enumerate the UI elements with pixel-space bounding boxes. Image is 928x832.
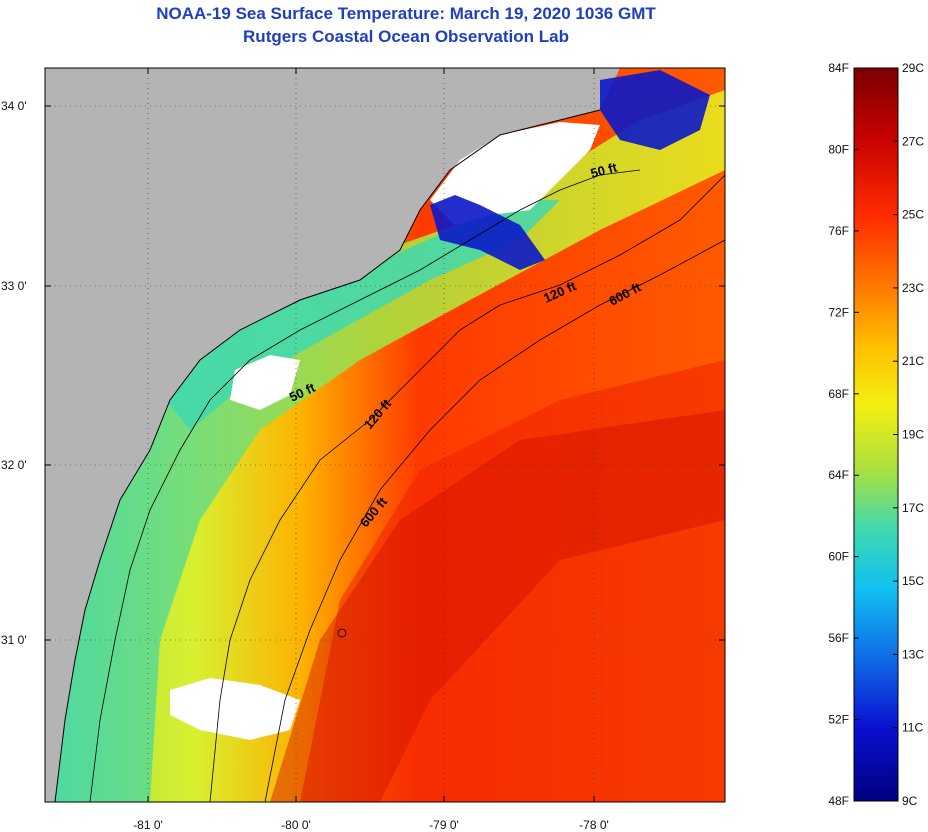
lon-label-81: -81 0'	[133, 818, 163, 832]
fahrenheit-labels: 84F 80F 76F 72F 68F 64F 60F 56F 52F 48F	[828, 61, 859, 808]
colorbar-c-label: 15C	[902, 574, 924, 588]
celsius-labels: 29C 27C 25C 23C 21C 19C 17C 15C 13C 11C 9C	[893, 61, 924, 808]
cold-water-patch-north	[430, 195, 545, 270]
colorbar-f-label: 64F	[828, 468, 849, 482]
colorbar-c-label: 25C	[902, 208, 924, 222]
colorbar-f-label: 72F	[828, 305, 849, 319]
colorbar-c-label: 29C	[902, 61, 924, 75]
land-mass	[45, 68, 620, 802]
coastline	[54, 109, 601, 802]
colorbar-f-label: 52F	[828, 713, 849, 727]
lon-label-80: -80 0'	[281, 818, 311, 832]
graticule	[45, 68, 725, 802]
map-frame	[44, 67, 726, 803]
temperature-colorbar: 84F 80F 76F 72F 68F 64F 60F 56F 52F 48F 29C 27C 25C…	[828, 61, 924, 808]
colorbar-f-label: 60F	[828, 550, 849, 564]
map-ticks	[45, 68, 725, 802]
colorbar-gradient	[853, 67, 899, 802]
colorbar-c-label: 21C	[902, 354, 924, 368]
lat-label-33: 33 0'	[1, 279, 27, 293]
isobath-120ft	[209, 174, 725, 802]
cloud-mask-mid	[230, 355, 300, 410]
colorbar-f-label: 68F	[828, 387, 849, 401]
isobath-label-50ft-north: 50 ft	[589, 159, 619, 181]
colorbar-c-label: 9C	[902, 794, 918, 808]
lat-label-32: 32 0'	[1, 458, 27, 472]
gulf-stream-band	[270, 410, 725, 802]
colorbar-f-label: 84F	[828, 61, 849, 75]
lon-label-78: -78 0'	[579, 818, 609, 832]
isobath-50ft	[89, 169, 641, 802]
colorbar-f-label: 80F	[828, 142, 849, 156]
colorbar-f-label: 76F	[828, 224, 849, 238]
chart-subtitle: Rutgers Coastal Ocean Observation Lab	[243, 27, 569, 46]
colorbar-c-label: 13C	[902, 647, 924, 661]
sst-map: 34 0' 33 0' 32 0' 31 0' -81 0' -80 0' -7…	[1, 67, 726, 832]
small-contour-ring	[337, 628, 347, 638]
colorbar-c-label: 17C	[902, 501, 924, 515]
isobath-600ft	[264, 239, 725, 802]
cold-water-patch-northeast	[600, 70, 710, 150]
colorbar-c-label: 11C	[902, 721, 923, 735]
warm-core	[300, 360, 725, 802]
cloud-mask-north	[430, 122, 600, 225]
colorbar-c-label: 23C	[902, 281, 924, 295]
shelf-water	[45, 90, 725, 802]
lon-label-79: -79 0'	[429, 818, 459, 832]
chart-title: NOAA-19 Sea Surface Temperature: March 1…	[156, 4, 656, 23]
colorbar-f-label: 48F	[828, 794, 849, 808]
colorbar-c-label: 19C	[902, 428, 924, 442]
colorbar-f-label: 56F	[828, 631, 849, 645]
colorbar-c-label: 27C	[902, 134, 924, 148]
lat-label-34: 34 0'	[1, 99, 27, 113]
cloud-mask-south	[170, 678, 300, 740]
lat-label-31: 31 0'	[1, 633, 27, 647]
